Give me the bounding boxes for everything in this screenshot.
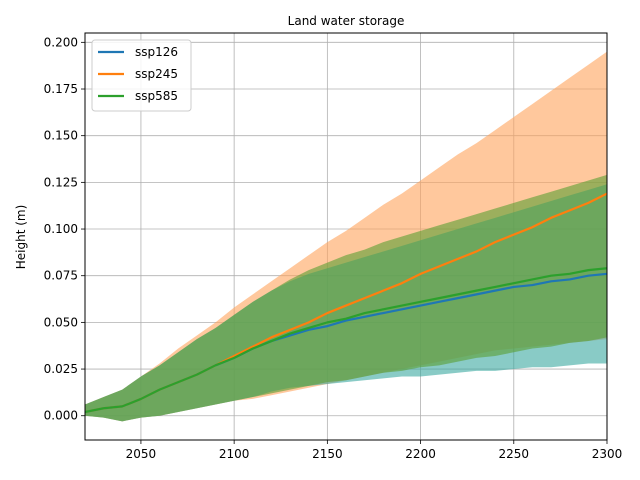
y-axis-ticks: 0.000 0.025 0.050 0.075 0.100 0.125 0.150 0.175… xyxy=(44,35,85,423)
x-tick-label: 2100 xyxy=(219,447,250,461)
legend: ssp126 ssp245 ssp585 xyxy=(91,39,192,112)
chart-title: Land water storage xyxy=(288,14,405,28)
x-tick-label: 2050 xyxy=(126,447,157,461)
x-tick-label: 2150 xyxy=(312,447,343,461)
y-tick-label: 0.050 xyxy=(44,315,78,329)
legend-label-ssp585: ssp585 xyxy=(135,89,178,103)
y-tick-label: 0.175 xyxy=(44,82,78,96)
x-tick-label: 2300 xyxy=(592,447,623,461)
x-tick-label: 2250 xyxy=(499,447,530,461)
y-tick-label: 0.200 xyxy=(44,35,78,49)
series-lines xyxy=(84,192,608,414)
y-tick-label: 0.075 xyxy=(44,269,78,283)
line-ssp585 xyxy=(84,267,608,414)
confidence-bands xyxy=(85,51,607,422)
y-tick-label: 0.025 xyxy=(44,362,78,376)
legend-box xyxy=(91,39,192,112)
y-tick-label: 0.150 xyxy=(44,129,78,143)
y-tick-label: 0.125 xyxy=(44,175,78,189)
y-tick-label: 0.100 xyxy=(44,222,78,236)
legend-label-ssp245: ssp245 xyxy=(135,67,178,81)
y-axis-label: Height (m) xyxy=(14,205,28,270)
y-tick-label: 0.000 xyxy=(44,409,78,423)
band-ssp585 xyxy=(85,174,607,422)
x-axis-ticks: 2050 2100 2150 2200 2250 2300 xyxy=(126,440,623,461)
plot-frame xyxy=(84,32,608,441)
x-tick-label: 2200 xyxy=(405,447,436,461)
legend-label-ssp126: ssp126 xyxy=(135,45,178,59)
